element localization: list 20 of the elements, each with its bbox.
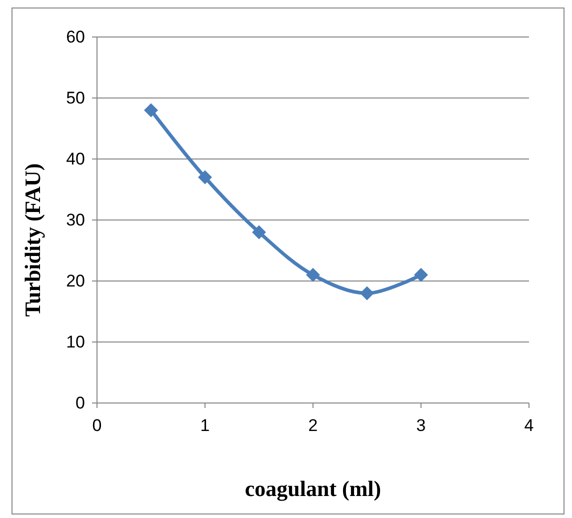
point [144,103,158,118]
x-tick-label: 0 [92,416,102,435]
y-tick-label: 10 [66,332,85,352]
point [414,268,428,282]
point [306,268,320,282]
point [198,170,212,184]
y-tick-label: 40 [66,150,85,168]
y-tick-label: 60 [66,28,85,46]
x-tick-label: 1 [200,416,210,435]
x-tick-label: 2 [308,416,318,435]
y-tick-label: 50 [66,88,85,108]
y-tick-label: 0 [76,394,85,412]
point [252,225,266,240]
x-tick-label: 3 [416,416,426,435]
x-tick-label: 4 [524,416,534,435]
y-axis-title: Turbidity (FAU) [20,163,45,317]
y-tick-label: 20 [66,272,85,290]
y-tick-label: 30 [66,210,85,230]
x-axis-title: coagulant (ml) [244,476,382,501]
point [360,286,374,300]
